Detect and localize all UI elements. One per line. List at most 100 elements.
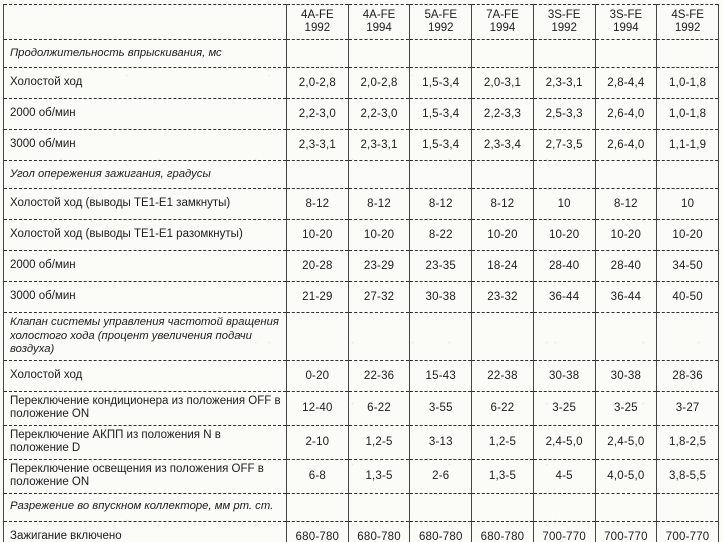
table-row: Переключение кондиционера из положения O…	[3, 390, 719, 426]
empty-cell	[286, 39, 349, 68]
value-cell: 680-780	[471, 520, 534, 542]
table-row: 2000 об/мин 20-28 23-29 23-35 18-24 28-40 28-4…	[3, 250, 719, 282]
table-row: Холостой ход 0-20 22-36 15-43 22-38 30-38 30-3…	[3, 359, 719, 392]
engine-model-label: 4A-FE	[362, 9, 396, 21]
empty-cell	[532, 312, 596, 361]
value-cell: 36-44	[532, 281, 596, 313]
empty-cell	[409, 312, 473, 361]
value-cell: 30-38	[594, 359, 658, 392]
value-cell: 2,8-4,4	[594, 67, 658, 99]
value-cell: 1,3-5	[471, 458, 534, 494]
table-header: 4A-FE 1992 4A-FE 1994 5A-FE 1992 7A-FE 1994 3S-F…	[3, 4, 719, 40]
value-cell: 23-29	[347, 250, 411, 282]
value-cell: 2,3-3,1	[347, 129, 411, 161]
value-cell: 6-22	[347, 390, 411, 426]
section-title-cell: Клапан системы управления частотой враще…	[3, 312, 287, 361]
engine-year-label: 1994	[613, 22, 639, 34]
empty-cell	[656, 39, 719, 68]
value-cell: 2-10	[286, 424, 349, 460]
engine-year-label: 1992	[674, 22, 701, 34]
row-label-cell: Холостой ход (выводы TE1-E1 замкнуты)	[3, 188, 287, 220]
value-cell: 34-50	[656, 250, 719, 282]
value-cell: 2,4-5,0	[594, 424, 658, 460]
value-cell: 4,0-5,0	[594, 458, 658, 494]
row-label-cell: Холостой ход	[3, 67, 287, 99]
value-cell: 2,4-5,0	[532, 424, 596, 460]
column-header-cell: 4S-FE 1992	[656, 4, 719, 40]
table-row: Холостой ход (выводы TE1-E1 замкнуты) 8-1…	[3, 188, 719, 220]
value-cell: 2,3-3,1	[532, 67, 596, 99]
section-title-cell: Продолжительность впрыскивания, мс	[3, 39, 287, 68]
table-row: 3000 об/мин 21-29 27-32 30-38 23-32 36-44 36-4…	[3, 281, 719, 313]
empty-cell	[656, 160, 719, 189]
value-cell: 3-27	[656, 390, 719, 426]
table-row: Холостой ход (выводы TE1-E1 разомкнуты) 1…	[3, 219, 719, 251]
empty-cell	[471, 39, 534, 68]
empty-cell	[409, 160, 473, 189]
empty-cell	[347, 312, 411, 361]
value-cell: 10-20	[347, 219, 411, 251]
value-cell: 1,2-5	[347, 424, 411, 460]
value-cell: 2,7-3,5	[532, 129, 596, 161]
value-cell: 21-29	[286, 281, 349, 313]
value-cell: 40-50	[656, 281, 719, 313]
empty-cell	[594, 492, 658, 522]
value-cell: 2,5-3,3	[532, 98, 596, 130]
column-header-cell: 4A-FE 1994	[347, 4, 411, 40]
section-title-cell: Угол опережения зажигания, градусы	[3, 160, 287, 189]
value-cell: 2,6-4,0	[594, 129, 658, 161]
engine-model-label: 3S-FE	[609, 9, 643, 21]
table-row: 2000 об/мин 2,2-3,0 2,2-3,0 1,5-3,4 2,2-3,3 2…	[3, 98, 719, 130]
row-label-cell: Холостой ход (выводы TE1-E1 разомкнуты)	[3, 219, 287, 251]
value-cell: 8-12	[594, 188, 658, 220]
value-cell: 8-12	[409, 188, 473, 220]
empty-cell	[471, 492, 534, 522]
value-cell: 15-43	[409, 359, 473, 392]
value-cell: 23-32	[471, 281, 534, 313]
value-cell: 3-25	[532, 390, 596, 426]
value-cell: 1,8-2,5	[656, 424, 719, 460]
engine-year-label: 1992	[427, 22, 454, 34]
section-row: Продолжительность впрыскивания, мс	[3, 39, 719, 68]
value-cell: 1,5-3,4	[409, 98, 473, 130]
engine-model-label: 4A-FE	[301, 9, 334, 21]
empty-cell	[286, 492, 349, 522]
value-cell: 700-770	[656, 520, 719, 542]
value-cell: 680-780	[286, 520, 349, 542]
section-title-cell: Разрежение во впускном коллекторе, мм рт…	[3, 492, 287, 522]
value-cell: 1,0-1,8	[656, 98, 719, 130]
column-header-cell: 7A-FE 1994	[471, 4, 534, 40]
value-cell: 30-38	[409, 281, 473, 313]
table-row: 3000 об/мин 2,3-3,1 2,3-3,1 1,5-3,4 2,3-3,4 2…	[3, 129, 719, 161]
engine-model-label: 7A-FE	[486, 9, 519, 21]
value-cell: 10-20	[286, 219, 349, 251]
engine-year-label: 1994	[366, 22, 392, 34]
empty-cell	[532, 160, 596, 189]
value-cell: 27-32	[347, 281, 411, 313]
value-cell: 3-13	[409, 424, 473, 460]
value-cell: 3-55	[409, 390, 473, 426]
empty-cell	[409, 492, 473, 522]
value-cell: 2,3-3,4	[471, 129, 534, 161]
value-cell: 2-6	[409, 458, 473, 494]
empty-cell	[286, 160, 349, 189]
column-header-cell: 3S-FE 1994	[594, 4, 658, 40]
value-cell: 8-22	[409, 219, 473, 251]
empty-cell	[532, 39, 596, 68]
table-row: Зажигание включено 680-780 680-780 680-780 6…	[3, 520, 719, 542]
value-cell: 28-36	[656, 359, 719, 392]
empty-cell	[656, 492, 719, 522]
row-label-cell: Переключение освещения из положения OFF …	[3, 458, 287, 494]
row-label-cell: Переключение АКПП из положения N в полож…	[3, 424, 287, 460]
value-cell: 6-22	[471, 390, 534, 426]
table-row: Переключение АКПП из положения N в полож…	[3, 424, 719, 460]
value-cell: 6-8	[286, 458, 349, 494]
value-cell: 10-20	[471, 219, 534, 251]
value-cell: 0-20	[286, 359, 349, 392]
engine-model-label: 3S-FE	[547, 9, 581, 21]
value-cell: 1,1-1,9	[656, 129, 719, 161]
row-label-cell: Холостой ход	[3, 359, 287, 392]
value-cell: 20-28	[286, 250, 349, 282]
empty-cell	[347, 39, 411, 68]
value-cell: 8-12	[347, 188, 411, 220]
